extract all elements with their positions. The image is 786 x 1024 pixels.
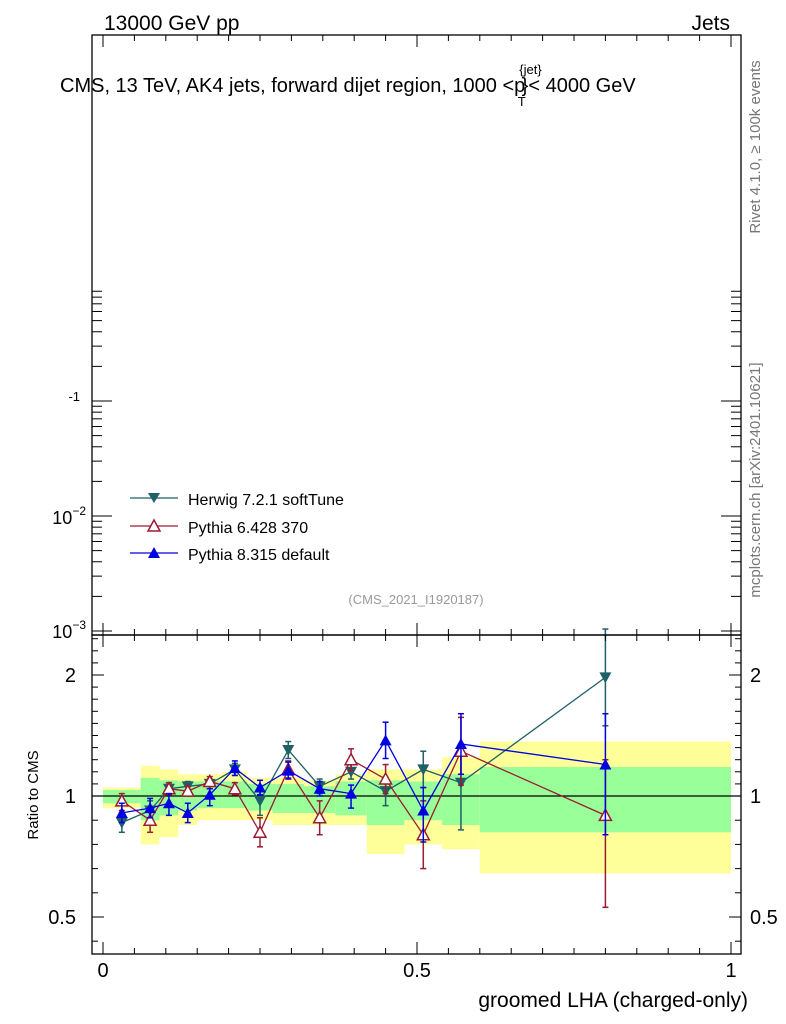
marker-pythia8-4 xyxy=(203,788,216,800)
legend-item-herwig: Herwig 7.2.1 softTune xyxy=(130,492,344,509)
marker-herwig-7 xyxy=(282,745,295,757)
mcplots-reference: mcplots.cern.ch [arXiv:2401.10621] xyxy=(747,362,764,597)
marker-pythia8-2 xyxy=(162,797,175,809)
main-frame xyxy=(91,34,742,636)
marker-pythia6-10 xyxy=(378,771,393,785)
marker-pythia8-7 xyxy=(282,764,295,776)
marker-pythia6-5 xyxy=(227,781,243,795)
x-axis-label: groomed LHA (charged-only) xyxy=(478,989,748,1012)
marker-pythia6-9 xyxy=(343,752,359,766)
marker-pythia8-3 xyxy=(181,806,194,818)
ytick-label-main-1e-1: -1 xyxy=(68,389,80,404)
marker-pythia6-1 xyxy=(142,812,158,826)
ratio-series xyxy=(114,628,613,909)
analysis-tag: (CMS_2021_I1920187) xyxy=(348,592,483,607)
marker-pythia8-9 xyxy=(345,787,358,799)
ratio-panel: 2 1 0.5 2 1 0.5 0 0.5 1 groomed LHA (cha… xyxy=(25,628,778,1012)
marker-pythia8-10 xyxy=(379,734,392,746)
legend-marker-pythia6 xyxy=(146,518,162,532)
legend-label-herwig: Herwig 7.2.1 softTune xyxy=(188,492,344,509)
main-y-ticks xyxy=(92,35,741,635)
legend-marker-herwig xyxy=(148,493,160,503)
title-post: }< 4000 GeV xyxy=(522,75,637,97)
marker-pythia8-5 xyxy=(228,762,241,774)
marker-pythia8-8 xyxy=(313,782,326,794)
y-axis-label: Ratio to CMS xyxy=(25,750,42,839)
marker-herwig-13 xyxy=(599,672,612,684)
ytick-label-ratio-2-right: 2 xyxy=(750,665,761,687)
ytick-label-ratio-1-right: 1 xyxy=(750,786,761,808)
xtick-label-0: 0 xyxy=(97,960,108,982)
legend-item-pythia6: Pythia 6.428 370 xyxy=(130,518,308,537)
marker-pythia8-11 xyxy=(417,804,430,816)
marker-pythia8-1 xyxy=(144,802,157,814)
marker-pythia8-12 xyxy=(454,737,467,749)
ytick-label-ratio-2-left: 2 xyxy=(65,665,76,687)
legend-item-pythia8: Pythia 8.315 default xyxy=(130,547,330,564)
plot-title: CMS, 13 TeV, AK4 jets, forward dijet reg… xyxy=(60,62,636,109)
marker-pythia8-0 xyxy=(115,806,128,818)
ytick-label-ratio-1-left: 1 xyxy=(65,786,76,808)
marker-pythia6-3 xyxy=(180,783,196,797)
marker-pythia8-6 xyxy=(254,781,266,793)
legend: Herwig 7.2.1 softTune Pythia 6.428 370 P… xyxy=(130,492,344,564)
ratio-bands xyxy=(103,741,731,874)
main-panel: CMS, 13 TeV, AK4 jets, forward dijet reg… xyxy=(52,34,742,642)
legend-label-pythia6: Pythia 6.428 370 xyxy=(188,520,308,537)
title-sup: {jet} xyxy=(519,62,542,77)
marker-herwig-9 xyxy=(345,766,358,778)
marker-pythia6-6 xyxy=(252,824,268,839)
ytick-label-main-1e-2: 10−2 xyxy=(52,504,86,528)
ytick-label-ratio-05-right: 0.5 xyxy=(750,907,778,929)
header-right: Jets xyxy=(691,12,730,35)
title-sub: T xyxy=(518,94,526,109)
marker-pythia6-4 xyxy=(202,773,218,788)
legend-marker-pythia8 xyxy=(148,547,160,558)
marker-herwig-11 xyxy=(417,764,430,776)
ytick-label-main-1e-3: 10−3 xyxy=(52,618,86,642)
marker-herwig-6 xyxy=(254,795,266,807)
header-left: 13000 GeV pp xyxy=(104,12,239,35)
xtick-label-1: 1 xyxy=(725,960,736,982)
marker-pythia6-8 xyxy=(312,810,327,824)
band-inner-7 xyxy=(272,783,304,813)
legend-label-pythia8: Pythia 8.315 default xyxy=(188,547,330,564)
rivet-version: Rivet 4.1.0, ≥ 100k events xyxy=(747,60,764,233)
ytick-label-ratio-05-left: 0.5 xyxy=(48,907,76,929)
title-pre: CMS, 13 TeV, AK4 jets, forward dijet reg… xyxy=(60,75,525,97)
ratio-ticks xyxy=(92,635,741,954)
marker-pythia8-13 xyxy=(599,758,612,770)
xtick-label-05: 0.5 xyxy=(403,960,431,982)
